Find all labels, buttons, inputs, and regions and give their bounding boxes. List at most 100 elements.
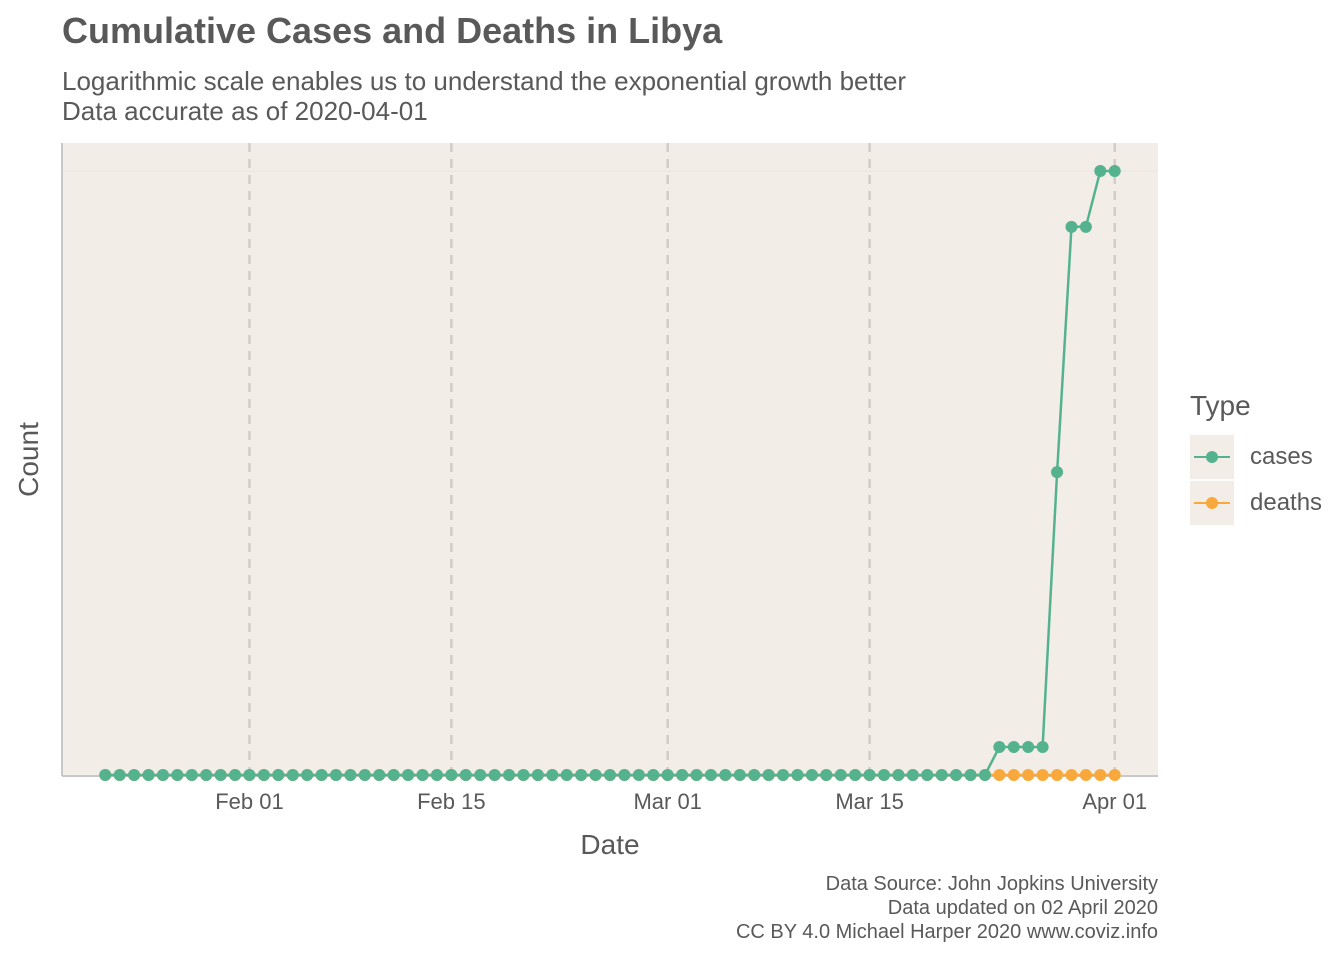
x-tick-label: Mar 15 — [835, 789, 903, 814]
caption-source: Data Source: John Jopkins University — [825, 873, 1158, 895]
chart-subtitle: Logarithmic scale enables us to understa… — [62, 66, 906, 126]
data-point-cases — [978, 769, 991, 781]
data-point-cases — [892, 769, 905, 781]
gridlines — [62, 143, 1158, 776]
data-point-cases — [993, 741, 1006, 753]
data-point-deaths — [1007, 769, 1020, 781]
data-point-deaths — [1094, 769, 1107, 781]
data-point-cases — [315, 769, 328, 781]
data-point-cases — [272, 769, 285, 781]
data-point-cases — [373, 769, 386, 781]
data-point-cases — [777, 769, 790, 781]
data-point-cases — [1051, 466, 1064, 479]
data-point-cases — [618, 769, 631, 781]
x-tick-label: Feb 01 — [215, 789, 284, 814]
data-point-cases — [171, 769, 184, 781]
data-point-cases — [878, 769, 890, 781]
data-point-cases — [330, 769, 342, 781]
data-point-cases — [676, 769, 689, 781]
data-point-cases — [488, 769, 501, 781]
data-point-cases — [604, 769, 616, 781]
series-cases — [99, 165, 1121, 781]
data-point-cases — [113, 769, 126, 781]
x-tick-label: Apr 01 — [1082, 789, 1147, 814]
data-point-cases — [560, 769, 573, 781]
data-point-cases — [200, 769, 213, 781]
subtitle-line-1: Logarithmic scale enables us to understa… — [62, 66, 907, 96]
data-point-cases — [99, 769, 112, 781]
data-point-cases — [229, 769, 242, 781]
legend: Type cases deaths — [1190, 390, 1322, 526]
data-point-cases — [964, 769, 977, 781]
data-point-cases — [921, 769, 934, 781]
data-point-cases — [1108, 165, 1121, 177]
data-point-cases — [430, 769, 443, 781]
data-point-deaths — [1022, 769, 1035, 781]
subtitle-line-2: Data accurate as of 2020-04-01 — [62, 96, 428, 126]
caption: Data Source: John Jopkins University Dat… — [736, 872, 1158, 944]
data-point-cases — [445, 769, 458, 781]
legend-title: Type — [1190, 390, 1251, 421]
data-point-cases — [849, 769, 862, 781]
x-tick-label: Feb 15 — [417, 789, 486, 814]
data-point-cases — [647, 769, 660, 781]
data-point-cases — [805, 769, 818, 781]
data-point-deaths — [1065, 769, 1078, 781]
data-point-cases — [661, 769, 674, 781]
data-point-cases — [286, 769, 299, 781]
data-point-cases — [690, 769, 703, 781]
data-point-cases — [503, 769, 516, 781]
data-point-cases — [1094, 165, 1107, 177]
x-axis-title: Date — [580, 829, 639, 860]
legend-item-cases: cases — [1190, 434, 1322, 480]
data-point-cases — [950, 769, 963, 781]
data-point-cases — [517, 769, 530, 781]
data-point-cases — [1079, 220, 1092, 233]
series-layer — [99, 165, 1121, 781]
data-point-cases — [1022, 741, 1035, 753]
x-tick-label: Mar 01 — [633, 789, 701, 814]
data-point-cases — [546, 769, 559, 781]
data-point-cases — [791, 769, 804, 781]
data-point-cases — [387, 769, 400, 781]
legend-label-deaths: deaths — [1250, 489, 1323, 516]
data-point-cases — [906, 769, 919, 781]
data-point-cases — [156, 769, 169, 781]
data-point-cases — [142, 769, 155, 781]
chart-title: Cumulative Cases and Deaths in Libya — [62, 10, 723, 51]
data-point-cases — [863, 769, 876, 781]
legend-point-cases — [1206, 451, 1218, 463]
data-point-cases — [834, 769, 847, 781]
data-point-cases — [358, 769, 371, 781]
data-point-cases — [185, 769, 198, 781]
data-point-cases — [344, 769, 357, 781]
legend-label-cases: cases — [1250, 443, 1313, 470]
data-point-deaths — [1079, 769, 1092, 781]
caption-license: CC BY 4.0 Michael Harper 2020 www.coviz.… — [735, 921, 1158, 943]
x-axis-ticks: Feb 01 Feb 15 Mar 01 Mar 15 Apr 01 — [215, 789, 1147, 814]
legend-item-deaths: deaths — [1190, 480, 1322, 526]
data-point-cases — [1065, 220, 1078, 233]
data-point-cases — [632, 769, 645, 781]
legend-key-cases — [1190, 435, 1234, 479]
data-point-cases — [733, 769, 746, 781]
data-point-cases — [459, 769, 472, 781]
data-point-cases — [719, 769, 732, 781]
data-point-cases — [402, 769, 415, 781]
data-point-cases — [704, 769, 717, 781]
data-point-cases — [1007, 741, 1020, 753]
legend-key-deaths — [1190, 481, 1234, 525]
legend-point-deaths — [1206, 497, 1218, 509]
data-point-deaths — [1051, 769, 1064, 781]
data-point-cases — [935, 769, 948, 781]
data-point-cases — [575, 769, 588, 781]
data-point-cases — [474, 769, 487, 781]
data-point-cases — [257, 769, 270, 781]
data-point-cases — [128, 769, 141, 781]
data-point-cases — [762, 769, 775, 781]
data-point-cases — [820, 769, 833, 781]
data-point-cases — [531, 769, 544, 781]
data-point-cases — [748, 769, 761, 781]
data-point-deaths — [1036, 769, 1049, 781]
